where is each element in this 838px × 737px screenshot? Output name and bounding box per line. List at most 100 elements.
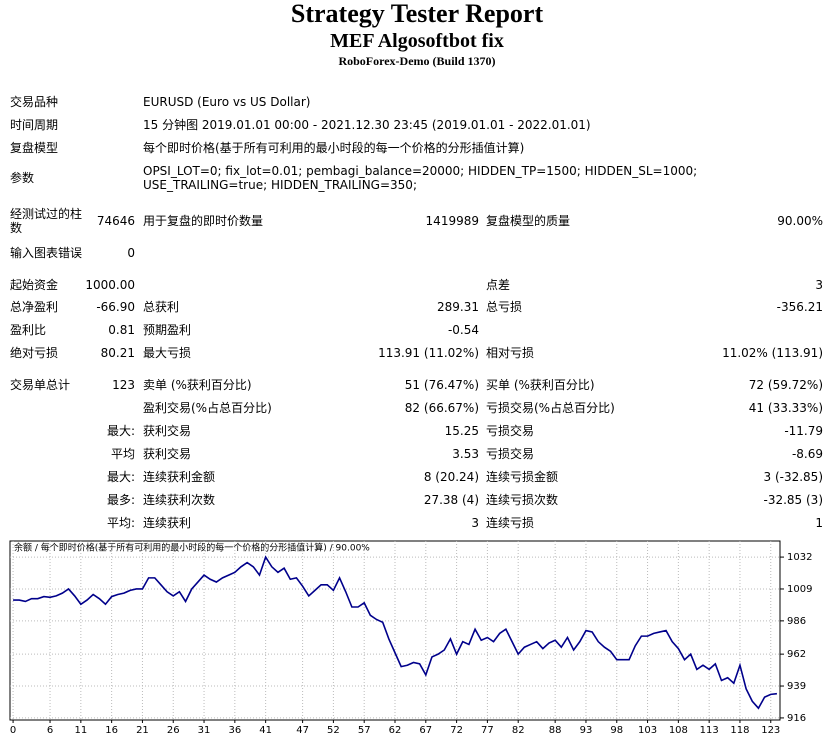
- x-tick-label: 77: [481, 725, 494, 736]
- stat-value: -356.21: [776, 300, 823, 314]
- stat-label: 总净盈利: [10, 300, 59, 314]
- x-tick-label: 26: [167, 725, 180, 736]
- stat-value: 0.81: [108, 323, 135, 337]
- setting-value: 每个即时价格(基于所有可利用的最小时段的每一个价格的分形插值计算): [143, 141, 525, 155]
- stat-value: 平均: [110, 447, 135, 461]
- stat-value: 3 (-32.85): [763, 470, 824, 484]
- stat-label: 经测试过的柱数: [10, 207, 83, 235]
- stat-label: 获利交易: [143, 424, 192, 438]
- stat-value: 82 (66.67%): [404, 401, 479, 415]
- x-tick-label: 103: [638, 725, 657, 736]
- stat-value: 72 (59.72%): [748, 378, 823, 392]
- server-info: RoboForex-Demo (Build 1370): [338, 54, 496, 68]
- x-tick-label: 41: [259, 725, 272, 736]
- stat-value: -11.79: [784, 424, 823, 438]
- x-tick-label: 6: [47, 725, 53, 736]
- stat-value: 3: [471, 516, 479, 530]
- stat-label: 起始资金: [10, 278, 59, 292]
- stat-label: 亏损交易: [486, 447, 535, 461]
- report-title: Strategy Tester Report: [290, 0, 544, 28]
- setting-label: 复盘模型: [10, 141, 59, 155]
- stat-value: -66.90: [96, 300, 135, 314]
- x-tick-label: 57: [358, 725, 371, 736]
- y-tick-label: 939: [787, 681, 806, 692]
- x-tick-label: 36: [228, 725, 241, 736]
- stat-label: 亏损交易: [486, 424, 535, 438]
- stat-value: 113.91 (11.02%): [378, 346, 479, 360]
- x-tick-label: 16: [105, 725, 118, 736]
- stat-value: -8.69: [791, 447, 823, 461]
- stat-label: 买单 (%获利百分比): [486, 378, 595, 392]
- chart-caption: 余额 / 每个即时价格(基于所有可利用的最小时段的每一个价格的分形插值计算) /…: [14, 542, 370, 554]
- setting-value: OPSI_LOT=0; fix_lot=0.01; pembagi_balanc…: [143, 164, 698, 192]
- setting-label: 时间周期: [10, 118, 59, 132]
- setting-label: 参数: [10, 171, 35, 185]
- x-tick-label: 118: [730, 725, 749, 736]
- stat-value: 3.53: [452, 447, 479, 461]
- x-tick-label: 123: [761, 725, 780, 736]
- x-tick-label: 72: [450, 725, 463, 736]
- setting-value: 15 分钟图 2019.01.01 00:00 - 2021.12.30 23:…: [143, 118, 591, 132]
- stat-label: 点差: [486, 278, 511, 292]
- stat-label: 复盘模型的质量: [486, 214, 571, 228]
- y-tick-label: 1009: [787, 584, 812, 595]
- stat-value: 123: [112, 378, 135, 392]
- stat-label: 输入图表错误: [10, 246, 83, 260]
- stat-value: -0.54: [447, 323, 479, 337]
- stat-value: 41 (33.33%): [748, 401, 823, 415]
- stat-value: 1000.00: [85, 278, 135, 292]
- stat-label: 连续亏损金额: [486, 470, 559, 484]
- x-tick-label: 82: [512, 725, 525, 736]
- plot-frame: [9, 540, 781, 721]
- stat-value: 8 (20.24): [423, 470, 479, 484]
- x-tick-label: 113: [700, 725, 719, 736]
- balance-line: [13, 555, 778, 710]
- stat-value: 51 (76.47%): [404, 378, 479, 392]
- report-subtitle: MEF Algosoftbot fix: [330, 30, 504, 52]
- setting-label: 交易品种: [10, 95, 59, 109]
- x-tick-label: 98: [610, 725, 623, 736]
- stat-value: 74646: [96, 214, 135, 228]
- stat-value: 15.25: [444, 424, 479, 438]
- stat-label: 连续亏损: [486, 516, 535, 530]
- stat-value: 平均:: [106, 516, 135, 530]
- stat-label: 卖单 (%获利百分比): [143, 378, 252, 392]
- x-tick-label: 108: [669, 725, 688, 736]
- y-tick-label: 986: [787, 616, 806, 627]
- stat-value: 最大:: [106, 424, 135, 438]
- stat-value: 1419989: [425, 214, 479, 228]
- stat-value: 90.00%: [777, 214, 823, 228]
- stat-label: 盈利比: [10, 323, 47, 337]
- stat-label: 连续获利次数: [143, 493, 216, 507]
- stat-label: 总亏损: [486, 300, 523, 314]
- balance-chart: 余额 / 每个即时价格(基于所有可利用的最小时段的每一个价格的分形插值计算) /…: [9, 540, 812, 736]
- stat-value: 27.38 (4): [423, 493, 479, 507]
- stat-label: 获利交易: [143, 447, 192, 461]
- stat-value: 80.21: [100, 346, 135, 360]
- stat-label: 预期盈利: [143, 323, 192, 337]
- stat-value: 最多:: [106, 493, 135, 507]
- stat-label: 用于复盘的即时价数量: [143, 214, 264, 228]
- stat-value: -32.85 (3): [763, 493, 824, 507]
- y-tick-label: 962: [787, 649, 806, 660]
- stat-value: 1: [815, 516, 823, 530]
- x-tick-label: 0: [10, 725, 16, 736]
- stat-label: 交易单总计: [10, 378, 71, 392]
- y-tick-label: 916: [787, 713, 806, 724]
- stat-label: 盈利交易(%占总百分比): [143, 401, 272, 415]
- x-tick-label: 88: [549, 725, 562, 736]
- y-tick-label: 1032: [787, 552, 812, 563]
- x-tick-label: 21: [136, 725, 149, 736]
- x-tick-label: 52: [327, 725, 340, 736]
- stat-label: 连续亏损次数: [486, 493, 559, 507]
- stat-value: 最大:: [106, 470, 135, 484]
- stat-label: 最大亏损: [143, 346, 192, 360]
- x-tick-label: 47: [296, 725, 309, 736]
- stat-label: 亏损交易(%占总百分比): [486, 401, 615, 415]
- stat-label: 相对亏损: [486, 346, 535, 360]
- x-tick-label: 67: [419, 725, 432, 736]
- stat-value: 11.02% (113.91): [722, 346, 823, 360]
- x-tick-label: 62: [389, 725, 402, 736]
- stat-label: 连续获利金额: [143, 470, 216, 484]
